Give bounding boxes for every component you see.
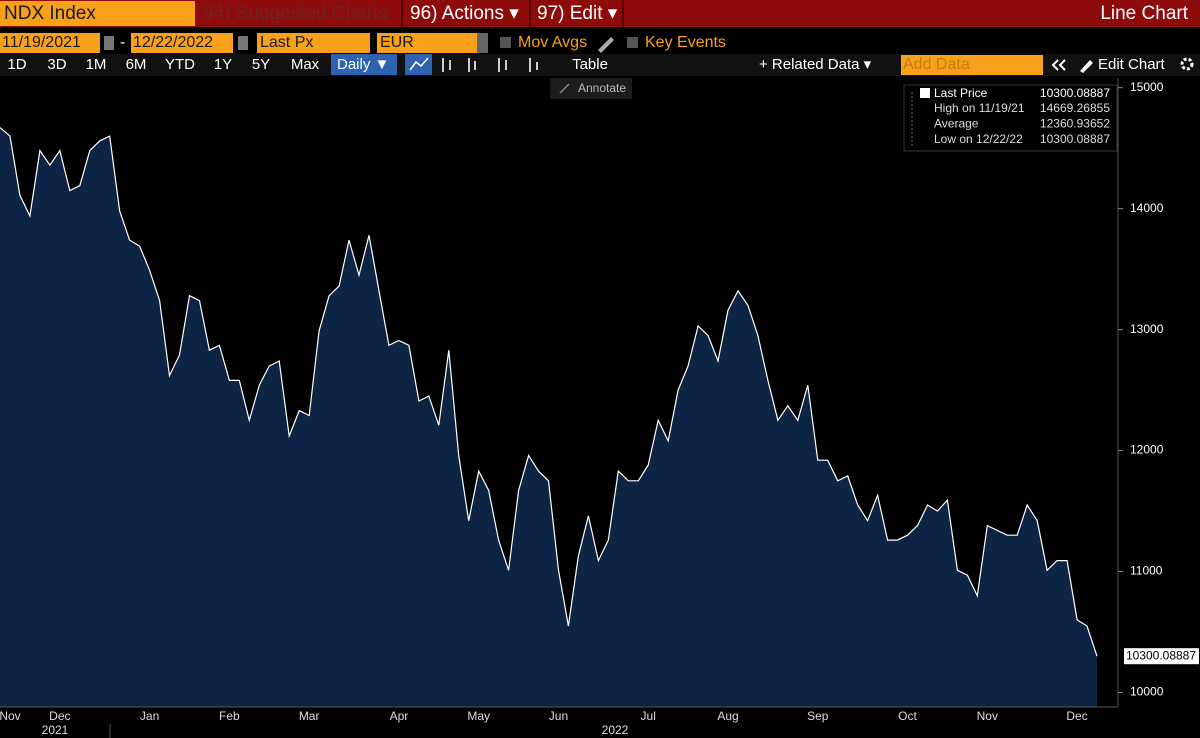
field: Last Px (260, 34, 313, 51)
x-tick-label: Nov (977, 709, 998, 723)
x-tick-label: Nov (0, 709, 21, 723)
x-tick-label: Mar (299, 709, 320, 723)
end-date: 12/22/2022 (133, 34, 213, 51)
range-button[interactable]: 1Y (214, 56, 232, 73)
price-line (0, 127, 1098, 657)
stat-label: Low on 12/22/22 (934, 132, 1023, 146)
annotate-box[interactable] (550, 78, 632, 99)
year-label: 2022 (602, 723, 629, 737)
frequency: Daily ▼ (337, 56, 389, 73)
legend-box (903, 84, 1118, 152)
menu[interactable]: 96) Actions ▾ (410, 3, 519, 24)
x-tick-label: May (467, 709, 490, 723)
range-button[interactable]: YTD (165, 56, 195, 73)
edit-chart[interactable]: Edit Chart (1098, 56, 1166, 73)
checkbox[interactable] (627, 37, 638, 48)
area (0, 127, 1097, 708)
pencil-icon (1080, 60, 1093, 73)
x-tick-label: Jun (549, 709, 568, 723)
legend-name: Last Price (934, 86, 988, 100)
field-box[interactable] (257, 33, 370, 53)
divider (622, 0, 624, 27)
menu[interactable]: 94) Suggested Charts (203, 3, 388, 24)
range-button[interactable]: 6M (126, 56, 147, 73)
x-tick-label: Jan (140, 709, 159, 723)
currency: EUR (380, 34, 414, 51)
toggle: Key Events (645, 34, 726, 51)
stat-value: 10300.08887 (1040, 132, 1110, 146)
toggle: Mov Avgs (518, 34, 587, 51)
x-tick-label: Feb (219, 709, 240, 723)
ticker-box[interactable] (0, 1, 195, 26)
x-tick-label: Dec (49, 709, 70, 723)
y-tick-label: 14000 (1130, 201, 1164, 215)
range-button[interactable]: 5Y (252, 56, 270, 73)
menu[interactable]: 97) Edit ▾ (537, 3, 618, 24)
range-button[interactable]: 1M (86, 56, 107, 73)
last-value-tag (1124, 648, 1199, 665)
x-tick-label: Jul (641, 709, 656, 723)
year-label: 2021 (42, 723, 69, 737)
ticker: NDX Index (4, 3, 96, 24)
y-tick-label: 12000 (1130, 443, 1164, 457)
stat-value: 12360.93652 (1040, 117, 1110, 131)
x-tick-label: Apr (390, 709, 409, 723)
add-data: Add Data (903, 56, 970, 73)
plot: 10000 11000 12000 13000 14000 15000 10300.0888… (0, 78, 1199, 738)
y-tick-label: 10000 (1130, 685, 1164, 699)
stat-value: 14669.26855 (1040, 101, 1110, 115)
start-date: 11/19/2021 (2, 34, 81, 51)
range-button[interactable]: 3D (47, 56, 66, 73)
stat-label: High on 11/19/21 (934, 101, 1025, 115)
range-button[interactable]: Max (291, 56, 320, 73)
related-data[interactable]: + Related Data ▾ (759, 56, 872, 73)
stat-label: Average (934, 117, 979, 131)
frequency-box[interactable] (331, 54, 397, 75)
chart-type: Line Chart (1100, 3, 1188, 24)
x-tick-label: Dec (1066, 709, 1087, 723)
divider (401, 0, 403, 27)
range-buttons: 1D 3D 1M 6M YTD 1Y 5Y Max (7, 56, 319, 73)
legend-swatch (920, 88, 930, 98)
x-tick-label: Aug (717, 709, 738, 723)
x-tick-label: Sep (807, 709, 829, 723)
gear-icon[interactable] (1180, 57, 1194, 71)
pencil-icon[interactable] (598, 37, 614, 53)
add-data-box[interactable] (901, 55, 1043, 75)
line-icon (409, 57, 429, 71)
y-tick-label: 13000 (1130, 322, 1164, 336)
currency-box[interactable] (377, 33, 477, 53)
toolbar (0, 54, 1200, 76)
legend-value: 10300.08887 (1040, 86, 1110, 100)
y-tick-label: 15000 (1130, 80, 1164, 94)
checkbox[interactable] (500, 37, 511, 48)
calendar-icon[interactable] (104, 36, 114, 50)
y-tick-label: 11000 (1130, 564, 1163, 578)
table-button[interactable]: Table (572, 56, 608, 73)
x-tick-label: Oct (898, 709, 917, 723)
separator: - (120, 34, 125, 51)
dropdown[interactable] (477, 33, 488, 53)
top-bar (0, 0, 1200, 27)
date-box[interactable] (0, 33, 100, 53)
stats: High on 11/19/21 14669.26855 Average 12360.… (934, 101, 1110, 146)
annotate-icon (559, 83, 570, 94)
chart-icons[interactable] (442, 58, 538, 72)
last-value: 10300.08887 (1126, 648, 1196, 662)
collapse-icon[interactable] (1051, 59, 1066, 71)
divider (529, 0, 531, 27)
calendar-icon[interactable] (238, 36, 248, 50)
range-button[interactable]: 1D (7, 56, 26, 73)
annotate: Annotate (578, 81, 626, 95)
date-box[interactable] (131, 33, 233, 53)
